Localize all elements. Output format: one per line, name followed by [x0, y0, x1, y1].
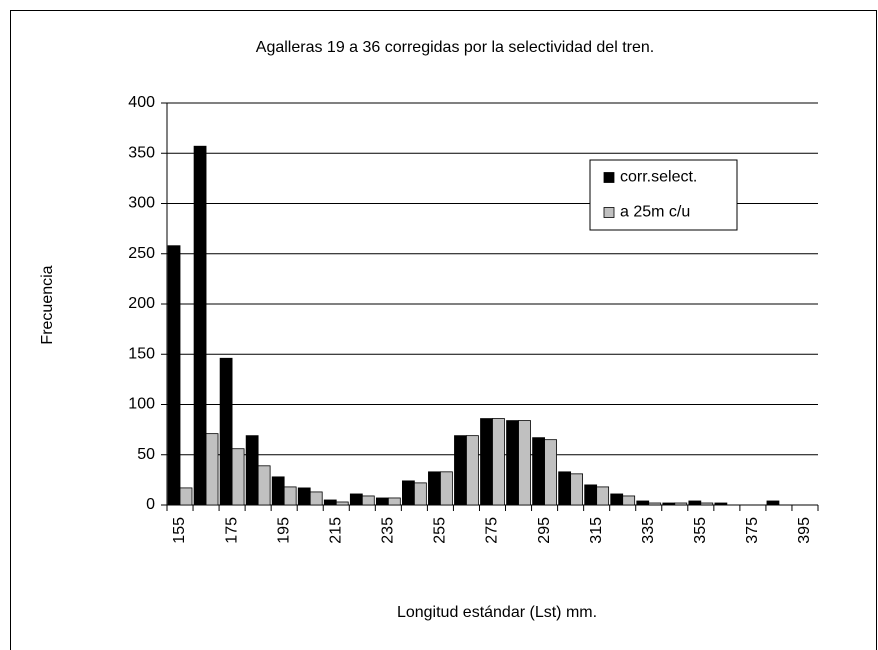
bar: [297, 487, 311, 506]
x-tick-label: 195: [275, 517, 292, 544]
bar: [674, 502, 688, 506]
y-tick-label: 350: [128, 144, 155, 161]
x-tick-label: 395: [796, 517, 813, 544]
bar: [584, 484, 598, 506]
bar: [283, 486, 297, 506]
bar: [518, 420, 531, 506]
legend-box: [589, 159, 738, 231]
bar: [610, 493, 624, 506]
bar: [622, 495, 636, 506]
bar: [440, 471, 453, 506]
bar: [179, 487, 193, 506]
bar: [700, 502, 714, 506]
bar: [309, 491, 323, 506]
bar: [532, 437, 545, 506]
x-tick-label: 315: [588, 517, 605, 544]
x-tick-label: 275: [484, 517, 501, 544]
legend-swatch: [603, 172, 615, 183]
frame: [10, 10, 877, 650]
bar: [402, 480, 415, 506]
bar: [428, 471, 441, 506]
bar: [193, 145, 207, 506]
bar: [375, 497, 389, 506]
x-tick-label: 355: [692, 517, 709, 544]
bar: [323, 499, 337, 506]
y-tick-label: 150: [128, 345, 155, 362]
bar: [361, 495, 375, 506]
legend-label: a 25m c/u: [620, 204, 690, 221]
y-tick-label: 300: [128, 195, 155, 212]
y-axis-label: Frecuencia: [39, 265, 56, 344]
bar: [688, 500, 702, 506]
bar: [636, 500, 650, 506]
x-tick-label: 175: [223, 517, 240, 544]
bar: [454, 435, 467, 506]
x-tick-label: 215: [327, 517, 344, 544]
bar: [349, 493, 363, 506]
x-tick-label: 235: [380, 517, 397, 544]
y-tick-label: 100: [128, 396, 155, 413]
y-tick-label: 200: [128, 295, 155, 312]
bar: [648, 502, 662, 506]
bar: [271, 476, 285, 506]
x-tick-label: 295: [536, 517, 553, 544]
bar: [662, 502, 676, 506]
bar: [167, 245, 181, 506]
x-tick-label: 375: [744, 517, 761, 544]
y-tick-label: 400: [128, 94, 155, 111]
bar: [558, 471, 572, 506]
y-tick-label: 250: [128, 245, 155, 262]
bar: [766, 500, 780, 506]
x-axis-label: Longitud estándar (Lst) mm.: [397, 604, 597, 621]
y-tick-label: 50: [137, 446, 155, 463]
bar: [231, 448, 245, 506]
bar: [205, 433, 219, 506]
bar: [570, 473, 583, 506]
bar: [506, 420, 519, 506]
bar: [245, 435, 259, 506]
chart-title: Agalleras 19 a 36 corregidas por la sele…: [256, 39, 654, 56]
bar: [335, 501, 349, 506]
x-tick-label: 155: [171, 517, 188, 544]
bar: [466, 435, 479, 506]
legend-label: corr.select.: [620, 169, 697, 186]
bar: [480, 418, 493, 506]
bar: [413, 482, 427, 506]
bar: [387, 497, 401, 506]
x-tick-label: 335: [640, 517, 657, 544]
bar: [596, 486, 610, 506]
y-tick-label: 0: [146, 496, 155, 513]
bar: [544, 439, 557, 506]
bar: [219, 357, 233, 506]
bar: [714, 502, 728, 506]
legend-swatch: [603, 207, 615, 218]
bar: [257, 465, 271, 506]
bar: [492, 418, 505, 506]
x-tick-label: 255: [432, 517, 449, 544]
